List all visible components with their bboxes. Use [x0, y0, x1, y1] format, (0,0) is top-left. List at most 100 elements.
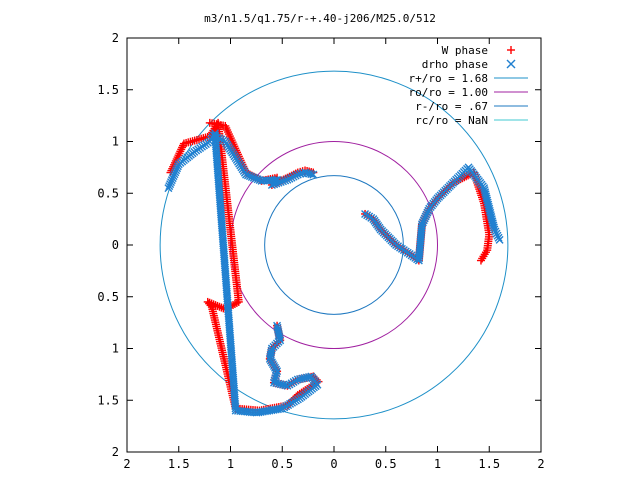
- x-d2: [272, 369, 281, 378]
- x-d2: [493, 231, 502, 240]
- drho-phase-point: [274, 178, 283, 187]
- x-d2: [301, 168, 310, 177]
- w-phase-point: [211, 301, 220, 310]
- drho-phase-point: [170, 170, 179, 179]
- y-tick-label: 1: [112, 342, 119, 356]
- y-tick-label: 0.5: [97, 186, 119, 200]
- radius-circle-2: [264, 175, 404, 315]
- x-d2: [281, 176, 290, 185]
- x-d2: [274, 327, 283, 336]
- drho-phase-point: [293, 170, 302, 179]
- x-d2: [273, 325, 282, 334]
- y-tick-label: 1.5: [97, 83, 119, 97]
- w-phase-point: [175, 149, 184, 158]
- drho-phase-point: [423, 208, 432, 217]
- w-phase-point: [213, 301, 222, 310]
- w-phase-point: [177, 145, 186, 154]
- x-tick-label: 2: [537, 457, 544, 471]
- drho-phase-point: [272, 179, 281, 188]
- x-d2: [166, 180, 175, 189]
- y-tick-label: 2: [112, 31, 119, 45]
- x-d2: [217, 135, 226, 144]
- drho-phase-point: [168, 174, 177, 183]
- x-d2: [489, 221, 498, 230]
- x-d2: [278, 177, 287, 186]
- x-d2: [422, 210, 431, 219]
- drho-phase-point: [166, 180, 175, 189]
- w-phase-point: [205, 298, 214, 307]
- drho-phase-point: [273, 367, 282, 376]
- drho-phase-point: [492, 229, 501, 238]
- x-d2: [271, 371, 280, 380]
- x-d2: [486, 208, 495, 217]
- x-d2: [173, 162, 182, 171]
- x-d2: [270, 376, 279, 385]
- data-points: [164, 118, 504, 417]
- x-tick-label: 0.5: [271, 457, 293, 471]
- x-d2: [247, 172, 256, 181]
- drho-phase-point: [285, 174, 294, 183]
- drho-phase-point: [296, 169, 305, 178]
- x-d2: [274, 178, 283, 187]
- drho-phase-point: [165, 182, 174, 191]
- x-d2: [275, 332, 284, 341]
- x-d2: [273, 367, 282, 376]
- x-d2: [283, 175, 292, 184]
- drho-phase-point: [283, 175, 292, 184]
- drho-phase-point: [495, 235, 504, 244]
- drho-phase-point: [173, 164, 182, 173]
- x-d2: [303, 169, 312, 178]
- x-d2: [491, 227, 500, 236]
- x-d2: [494, 233, 503, 242]
- legend-label: rc/ro = NaN: [415, 114, 488, 127]
- x-d2: [166, 178, 175, 187]
- drho-phase-point: [171, 168, 180, 177]
- x-d2: [489, 223, 498, 232]
- x-d2: [486, 210, 495, 219]
- x-d2: [296, 169, 305, 178]
- x-d2: [267, 180, 276, 189]
- legend-label: r+/ro = 1.68: [409, 72, 488, 85]
- x-d2: [424, 206, 433, 215]
- w-phase-point: [178, 143, 187, 152]
- x-tick-label: 2: [123, 457, 130, 471]
- drho-phase-point: [281, 176, 290, 185]
- x-d2: [273, 323, 282, 332]
- x-d2: [165, 182, 174, 191]
- drho-phase-point: [417, 220, 426, 229]
- x-d2: [167, 176, 176, 185]
- x-d2: [171, 168, 180, 177]
- x-d2: [170, 170, 179, 179]
- y-tick-label: 2: [112, 445, 119, 459]
- drho-phase-point: [422, 210, 431, 219]
- x-d2: [210, 132, 219, 141]
- x-d2: [488, 217, 497, 226]
- drho-phase-point: [166, 178, 175, 187]
- x-d2: [215, 134, 224, 143]
- x-d2: [490, 225, 499, 234]
- drho-phase-point: [172, 166, 181, 175]
- drho-phase-point: [418, 218, 427, 227]
- drho-phase-point: [309, 170, 318, 179]
- drho-phase-point: [420, 214, 429, 223]
- drho-phase-point: [213, 133, 222, 142]
- drho-phase-point: [491, 227, 500, 236]
- w-phase-point: [207, 299, 216, 308]
- x-d2: [485, 206, 494, 215]
- x-d2: [272, 179, 281, 188]
- w-phase-point: [203, 297, 212, 306]
- drho-phase-point: [289, 172, 298, 181]
- drho-phase-point: [270, 180, 279, 189]
- x-d2: [278, 380, 287, 389]
- w-phase-point: [179, 141, 188, 150]
- x-d2: [289, 172, 298, 181]
- x-d2: [269, 378, 278, 387]
- x-d2: [291, 171, 300, 180]
- x-d2: [249, 173, 258, 182]
- x-d2: [484, 202, 493, 211]
- x-d2: [276, 178, 285, 187]
- drho-phase-point: [271, 371, 280, 380]
- drho-phase-point: [494, 233, 503, 242]
- x-d2: [174, 160, 183, 169]
